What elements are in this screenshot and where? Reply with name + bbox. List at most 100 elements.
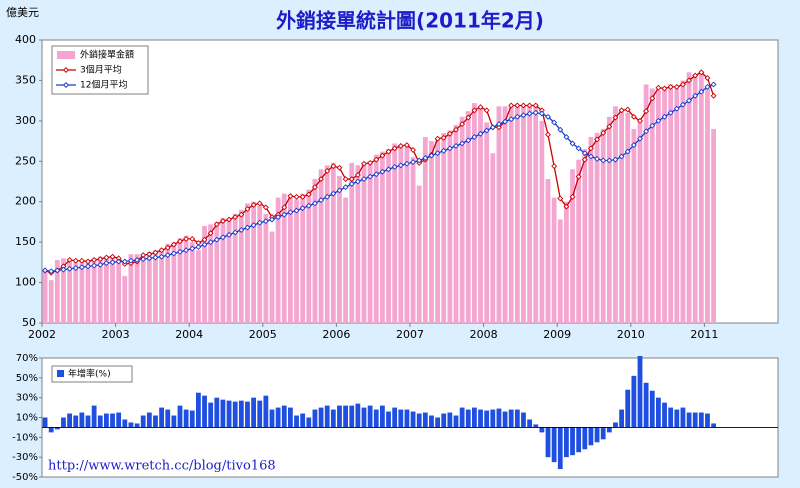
marker [311, 200, 318, 207]
bar [318, 407, 324, 428]
bar [79, 412, 85, 428]
marker [667, 83, 674, 90]
bar [662, 402, 667, 428]
bar [269, 409, 275, 428]
bar [73, 262, 79, 323]
bar [189, 410, 195, 428]
marker [269, 216, 275, 223]
bar [637, 356, 643, 428]
marker [293, 193, 300, 200]
marker [551, 119, 558, 126]
bar [465, 111, 471, 323]
bar [116, 412, 122, 428]
x-tick-label: 2006 [322, 328, 350, 341]
bar [692, 73, 698, 324]
bar [337, 175, 342, 323]
bar [202, 395, 207, 428]
bar [656, 397, 661, 428]
bar [600, 128, 606, 323]
marker [397, 162, 404, 169]
x-tick-label: 2005 [249, 328, 277, 341]
marker [354, 178, 361, 185]
bar [582, 149, 588, 323]
bar [564, 427, 569, 458]
bar [484, 410, 490, 428]
legend-label: 外銷接單金額 [80, 49, 134, 61]
x-tick-label: 2011 [690, 328, 718, 341]
marker [704, 83, 711, 90]
bar [251, 397, 256, 428]
bar [674, 88, 680, 323]
bar [232, 401, 238, 428]
marker [72, 265, 79, 271]
legend-label: 12個月平均 [80, 79, 127, 91]
bar [557, 427, 563, 470]
marker [502, 118, 509, 125]
marker [311, 184, 318, 191]
bar [306, 189, 312, 323]
marker [109, 259, 116, 266]
marker [91, 256, 98, 263]
marker [213, 236, 220, 243]
bar [294, 415, 299, 428]
marker [318, 176, 325, 183]
marker [373, 171, 380, 178]
bar [551, 197, 557, 323]
bar [214, 221, 220, 323]
marker [465, 114, 472, 121]
legend-swatch [57, 51, 75, 59]
bar [67, 413, 72, 428]
marker [121, 258, 128, 265]
marker [557, 126, 564, 133]
marker [367, 159, 374, 166]
marker [109, 253, 116, 260]
bar [668, 84, 674, 323]
bar [159, 248, 164, 323]
bar [429, 415, 434, 428]
marker [342, 184, 349, 191]
marker [606, 123, 613, 130]
marker [361, 176, 367, 183]
marker [78, 264, 85, 271]
marker [219, 234, 226, 241]
marker [342, 176, 349, 183]
marker [679, 101, 686, 108]
bar [263, 213, 269, 323]
marker [103, 254, 110, 261]
bar [306, 417, 312, 428]
y-tick-label: -50% [12, 472, 38, 483]
bar [97, 256, 103, 323]
marker [563, 203, 570, 210]
bar [171, 415, 177, 428]
marker [330, 163, 337, 170]
bar [355, 165, 361, 323]
bar [490, 409, 496, 428]
bar [146, 412, 152, 428]
marker [140, 256, 147, 263]
marker [710, 81, 717, 88]
bar [61, 258, 66, 323]
bar [422, 412, 428, 428]
bar [189, 242, 195, 323]
marker [575, 145, 582, 152]
marker [514, 102, 521, 109]
bar [570, 169, 575, 323]
marker [520, 102, 527, 109]
bar [453, 124, 459, 324]
bar [153, 415, 158, 428]
bar [97, 415, 103, 428]
marker [698, 69, 705, 76]
bar [631, 375, 637, 428]
marker [545, 113, 551, 120]
marker [440, 134, 447, 141]
marker [526, 110, 533, 117]
bar [196, 250, 201, 323]
marker [183, 235, 190, 242]
marker [673, 105, 680, 112]
legend-label: 3個月平均 [80, 64, 122, 76]
marker [238, 227, 245, 233]
marker [661, 85, 668, 92]
marker [514, 113, 521, 120]
legend-swatch [62, 66, 70, 74]
bar [551, 427, 557, 463]
